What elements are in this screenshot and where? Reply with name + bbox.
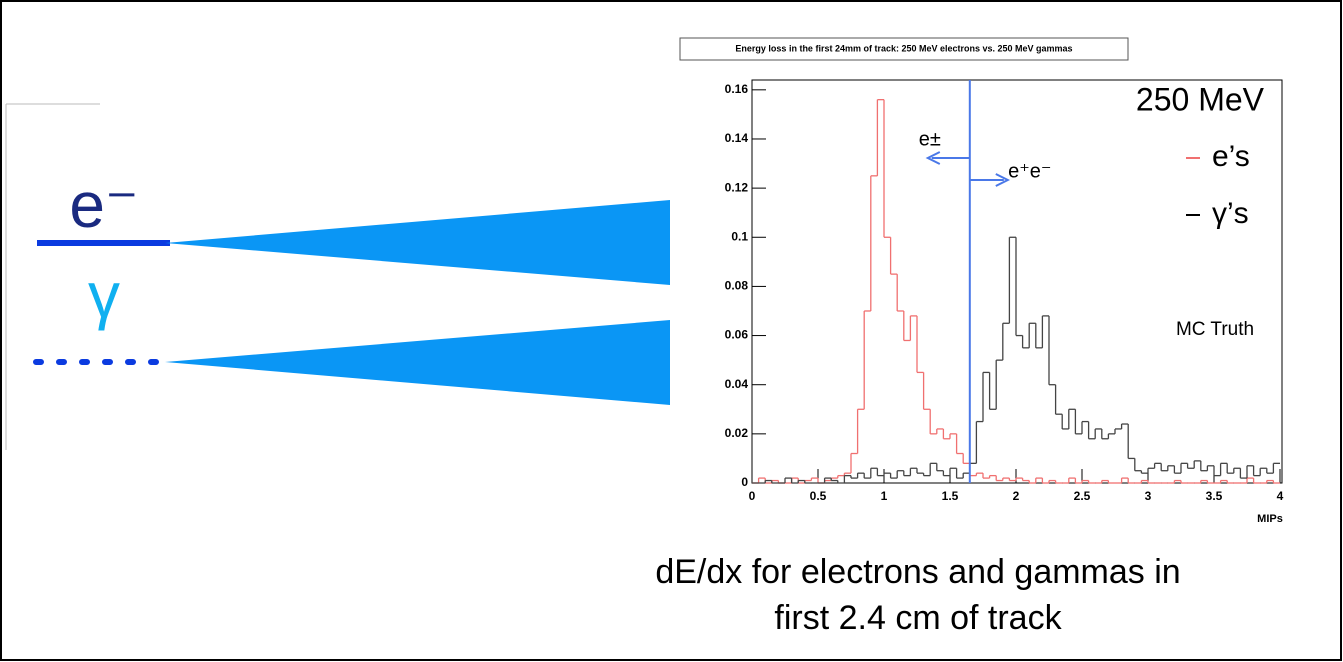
- x-axis-label: MIPs: [1257, 513, 1283, 525]
- annotation: e±: [919, 128, 941, 150]
- y-tick-label: 0.1: [731, 229, 748, 243]
- y-tick-label: 0.08: [725, 279, 749, 293]
- plot-frame: [751, 79, 1283, 484]
- y-tick-label: 0.02: [725, 426, 749, 440]
- chart-title: Energy loss in the first 24mm of track: …: [735, 43, 1072, 53]
- y-tick-label: 0: [741, 475, 748, 489]
- electron-shower: [165, 200, 670, 285]
- y-tick-label: 0.04: [725, 377, 749, 391]
- x-tick-label: 0: [749, 489, 756, 503]
- x-tick-label: 4: [1277, 489, 1284, 503]
- arrow: [969, 173, 1011, 187]
- annotation: MC Truth: [1176, 319, 1254, 340]
- y-tick-label: 0.12: [725, 180, 749, 194]
- caption: dE/dx for electrons and gammas in: [655, 553, 1180, 591]
- y-tick-label: 0.06: [725, 328, 749, 342]
- y-tick-label: 0.16: [725, 82, 749, 96]
- x-tick-label: 1: [881, 489, 888, 503]
- x-tick-label: 3: [1145, 489, 1152, 503]
- step-riser: [764, 237, 1275, 483]
- caption: first 2.4 cm of track: [774, 599, 1062, 637]
- legend-label: γ’s: [1212, 197, 1249, 230]
- legend-label: e’s: [1212, 140, 1250, 173]
- y-tick-label: 0.14: [725, 131, 749, 145]
- x-tick-label: 2: [1013, 489, 1020, 503]
- legend-title: 250 MeV: [1136, 81, 1265, 117]
- annotation: e⁺e⁻: [1008, 160, 1051, 182]
- x-tick-label: 1.5: [942, 489, 959, 503]
- x-tick-label: 2.5: [1074, 489, 1091, 503]
- x-tick-label: 3.5: [1206, 489, 1223, 503]
- gamma-label: γ: [88, 259, 120, 331]
- title-box: [679, 37, 1129, 61]
- gamma-shower: [165, 320, 670, 405]
- arrow: [925, 151, 970, 165]
- panel-edge: [5, 103, 100, 450]
- electron-label: e⁻: [69, 169, 138, 241]
- x-tick-label: 0.5: [810, 489, 827, 503]
